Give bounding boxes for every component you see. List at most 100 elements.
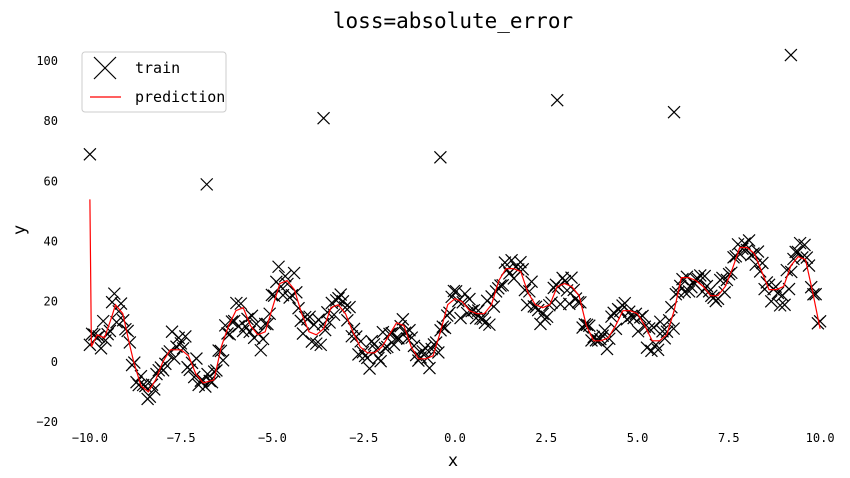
train-point — [176, 341, 190, 355]
train-point — [234, 297, 248, 311]
train-point — [471, 304, 485, 317]
train-point — [565, 271, 578, 285]
train-point — [698, 269, 712, 283]
train-point — [598, 324, 612, 337]
train-point — [225, 315, 239, 328]
train-point — [403, 323, 416, 337]
train-point — [662, 313, 676, 327]
train-point — [405, 331, 419, 345]
train-point — [525, 275, 538, 289]
train-point — [296, 327, 310, 340]
train-point — [602, 332, 616, 346]
train-point — [516, 262, 530, 276]
train-point — [198, 380, 212, 393]
y-tick-label: 0 — [51, 355, 58, 369]
train-point — [309, 337, 323, 351]
train-point — [254, 343, 268, 357]
train-point — [94, 341, 108, 355]
train-point — [447, 284, 461, 298]
train-point — [505, 253, 519, 267]
train-point — [263, 307, 277, 321]
train-point — [389, 331, 403, 345]
train-point — [647, 320, 661, 334]
train-point — [411, 354, 425, 368]
legend-label-prediction: prediction — [135, 88, 225, 106]
train-point — [101, 327, 115, 341]
x-tick-label: 5.0 — [627, 431, 649, 445]
train-point — [369, 343, 383, 357]
y-tick-label: 100 — [36, 54, 58, 68]
chart-title: loss=absolute_error — [333, 9, 573, 33]
x-tick-label: −2.5 — [349, 431, 378, 445]
train-point — [540, 310, 554, 324]
train-point — [229, 296, 243, 310]
train-point — [423, 361, 436, 375]
x-axis-ticks: −10.0 −7.5 −5.0 −2.5 0.0 2.5 5.0 7.5 10.0 — [72, 431, 835, 445]
train-point — [618, 296, 632, 310]
train-point — [498, 256, 512, 270]
train-point — [343, 300, 357, 314]
train-point — [793, 236, 807, 250]
legend-label-train: train — [135, 59, 180, 77]
train-point — [338, 301, 352, 314]
train-point — [201, 367, 214, 381]
train-point — [642, 321, 656, 335]
train-point — [205, 375, 219, 389]
train-point — [693, 269, 707, 282]
train-point — [292, 301, 305, 315]
train-point — [482, 318, 496, 332]
train-point — [487, 300, 501, 314]
train-point — [289, 285, 303, 299]
train-point — [218, 318, 232, 332]
train-point — [802, 259, 816, 273]
train-point — [374, 354, 388, 368]
train-points — [83, 48, 827, 406]
train-point — [83, 147, 97, 161]
train-point — [580, 318, 594, 332]
train-point — [425, 342, 439, 356]
train-point — [114, 297, 128, 311]
train-point — [436, 320, 450, 334]
train-point — [536, 307, 550, 321]
y-axis-ticks: −20 0 20 40 60 80 100 — [36, 54, 58, 429]
train-point — [429, 336, 443, 349]
train-point — [547, 281, 561, 295]
train-point — [716, 271, 729, 285]
train-point — [653, 315, 667, 329]
train-point — [200, 177, 214, 191]
train-point — [433, 150, 447, 164]
train-point — [696, 285, 709, 299]
train-point — [314, 338, 328, 352]
train-point — [463, 292, 476, 306]
x-tick-label: 2.5 — [535, 431, 557, 445]
train-point — [431, 345, 445, 359]
train-point — [365, 334, 379, 348]
train-point — [236, 324, 250, 338]
train-point — [800, 251, 814, 265]
train-point — [718, 285, 732, 299]
train-point — [178, 329, 192, 343]
x-tick-label: 10.0 — [806, 431, 835, 445]
train-point — [753, 264, 767, 278]
train-point — [550, 93, 564, 107]
train-point — [274, 280, 288, 294]
train-point — [813, 314, 827, 328]
train-point — [511, 263, 525, 276]
train-point — [449, 284, 463, 298]
y-tick-label: −20 — [36, 415, 58, 429]
legend-marker-train — [93, 56, 117, 80]
train-point — [107, 287, 121, 301]
train-point — [96, 314, 110, 328]
train-point — [782, 282, 796, 296]
train-point — [158, 357, 172, 371]
y-tick-label: 40 — [44, 235, 58, 249]
train-point — [636, 309, 649, 323]
train-point — [143, 390, 157, 404]
train-point — [147, 383, 161, 396]
train-point — [798, 238, 811, 252]
train-point — [363, 362, 376, 376]
train-point — [460, 306, 474, 320]
train-point — [673, 279, 687, 293]
y-tick-label: 80 — [44, 114, 58, 128]
train-point — [317, 111, 330, 125]
